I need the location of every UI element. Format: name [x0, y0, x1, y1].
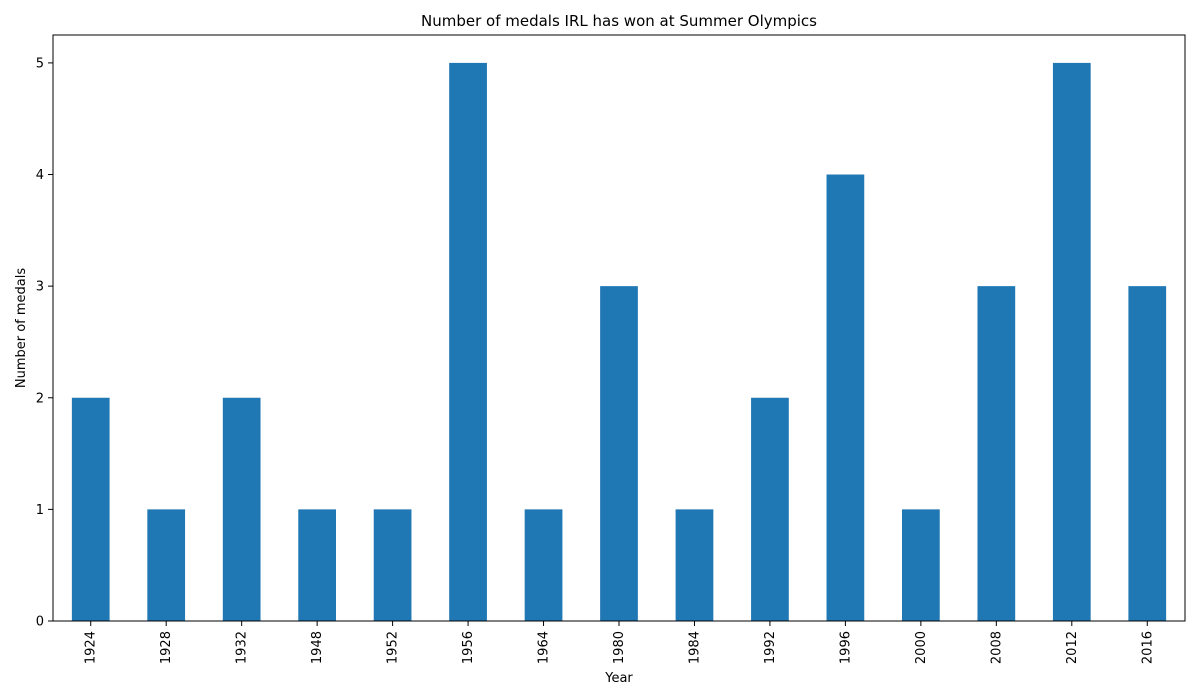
axes-frame [52, 34, 1186, 622]
x-tick-label-1924: 1924 [84, 631, 99, 664]
x-tick-label-1956: 1956 [461, 631, 476, 664]
x-tick-label-1952: 1952 [386, 631, 401, 664]
y-tick-label-4: 4 [36, 168, 44, 183]
y-ticks-group: 0 1 2 3 4 5 [36, 56, 53, 630]
y-tick-label-3: 3 [36, 280, 44, 295]
bar-1952 [373, 509, 412, 621]
x-tick-label-1948: 1948 [310, 631, 325, 664]
x-tick-label-1964: 1964 [537, 631, 552, 664]
x-tick-label-1928: 1928 [159, 631, 174, 664]
bar-1984 [675, 509, 714, 621]
y-tick-label-1: 1 [36, 503, 44, 518]
chart-title: Number of medals IRL has won at Summer O… [421, 12, 817, 30]
x-tick-label-1980: 1980 [612, 631, 627, 664]
x-tick-label-1932: 1932 [235, 631, 250, 664]
bars-group [71, 62, 1167, 621]
y-tick-label-0: 0 [36, 615, 44, 630]
y-tick-label-5: 5 [36, 56, 44, 71]
bar-1992 [751, 397, 789, 621]
x-tick-label-2016: 2016 [1140, 631, 1155, 664]
x-tick-label-1996: 1996 [838, 631, 853, 664]
x-ticks-group: 1924 1928 1932 1948 1952 1956 1964 1980 1984 1992… [84, 621, 1155, 664]
x-tick-label-1984: 1984 [687, 631, 702, 664]
bar-1964 [524, 509, 563, 621]
x-tick-label-2000: 2000 [914, 631, 929, 664]
bar-1924 [71, 397, 110, 621]
bar-1956 [449, 62, 487, 621]
bar-2008 [977, 286, 1016, 621]
x-axis-title: Year [604, 671, 633, 686]
bar-1932 [222, 397, 261, 621]
y-axis-title: Number of medals [14, 268, 29, 389]
bar-2012 [1052, 62, 1091, 621]
bar-2016 [1128, 286, 1167, 621]
bar-1996 [826, 174, 865, 621]
bar-1980 [600, 286, 638, 621]
bar-1928 [147, 509, 186, 621]
bar-2000 [902, 509, 940, 621]
x-tick-label-2008: 2008 [989, 631, 1004, 664]
y-tick-label-2: 2 [36, 391, 44, 406]
bar-1948 [298, 509, 336, 621]
x-tick-label-1992: 1992 [763, 631, 778, 664]
x-tick-label-2012: 2012 [1065, 631, 1080, 664]
plot-frame [52, 34, 1186, 622]
